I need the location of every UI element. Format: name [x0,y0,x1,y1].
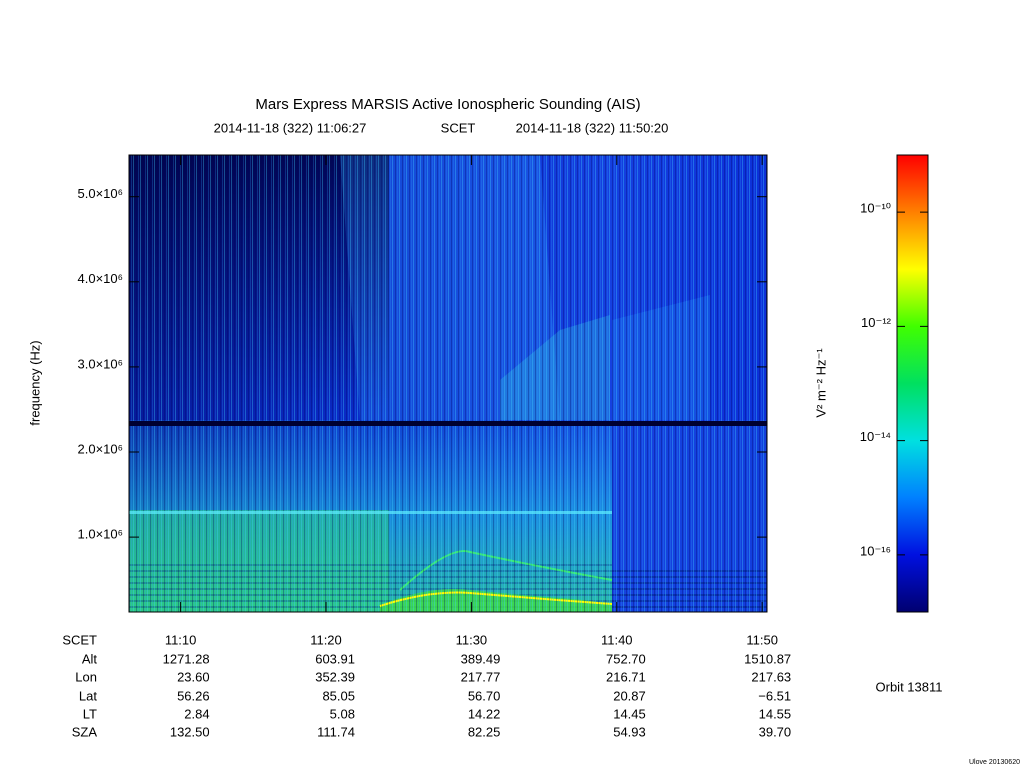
y-tick-label: 5.0×10⁶ [78,186,123,201]
colorbar-tick-label: 10⁻¹⁴ [860,429,891,444]
table-cell: 56.26 [177,688,210,703]
orbit-label: Orbit 13811 [876,679,943,694]
y-tick-label: 4.0×10⁶ [78,271,123,286]
x-tick-label: 11:10 [165,632,197,647]
table-cell: 1510.87 [744,651,791,666]
colorbar-tick-label: 10⁻¹⁰ [860,201,891,216]
y-tick-label: 2.0×10⁶ [78,441,123,456]
table-cell: −6.51 [758,688,791,703]
table-cell: 5.08 [330,706,355,721]
table-cell: 603.91 [315,651,355,666]
end-time: 2014-11-18 (322) 11:50:20 [516,120,669,135]
table-cell: 20.87 [613,688,646,703]
table-header: SCET [62,632,97,647]
table-cell: 132.50 [170,724,210,739]
y-tick-label: 1.0×10⁶ [78,527,123,542]
table-cell: 111.74 [317,724,355,739]
table-cell: 1271.28 [163,651,210,666]
table-row-label: SZA [72,724,98,739]
table-cell: 352.39 [315,669,355,684]
table-cell: 14.55 [759,706,792,721]
colorbar-frame [896,154,929,613]
y-axis-label: frequency (Hz) [27,340,42,425]
table-cell: 54.93 [613,724,646,739]
table-cell: 217.77 [461,669,501,684]
table-cell: 389.49 [461,651,501,666]
start-time: 2014-11-18 (322) 11:06:27 [214,120,367,135]
table-cell: 752.70 [606,651,646,666]
table-cell: 217.63 [751,669,791,684]
x-tick-label: 11:30 [456,632,488,647]
table-row-label: Lon [75,669,97,684]
colorbar-tick-label: 10⁻¹² [861,315,892,330]
colorbar [897,155,928,612]
y-tick-label: 3.0×10⁶ [78,356,123,371]
footer: Ulove 20130620 [969,759,1020,766]
table-cell: 2.84 [184,706,209,721]
table-cell: 82.25 [468,724,501,739]
table-cell: 14.45 [613,706,646,721]
colorbar-label: V² m⁻² Hz⁻¹ [813,348,828,418]
table-row-label: Lat [79,688,97,703]
table-cell: 56.70 [468,688,501,703]
table-row-label: Alt [82,651,98,666]
table-row-label: LT [83,706,97,721]
table-cell: 85.05 [322,688,355,703]
colorbar-tick-label: 10⁻¹⁶ [860,543,891,558]
x-tick-label: 11:40 [601,632,633,647]
spectrogram-image [129,155,767,612]
table-cell: 23.60 [177,669,210,684]
plot-frame [128,154,768,613]
table-cell: 216.71 [606,669,646,684]
chart-title: Mars Express MARSIS Active Ionospheric S… [255,96,640,113]
table-cell: 39.70 [759,724,792,739]
x-tick-label: 11:20 [310,632,342,647]
x-tick-label: 11:50 [746,632,778,647]
table-cell: 14.22 [468,706,501,721]
time-system: SCET [441,120,476,135]
